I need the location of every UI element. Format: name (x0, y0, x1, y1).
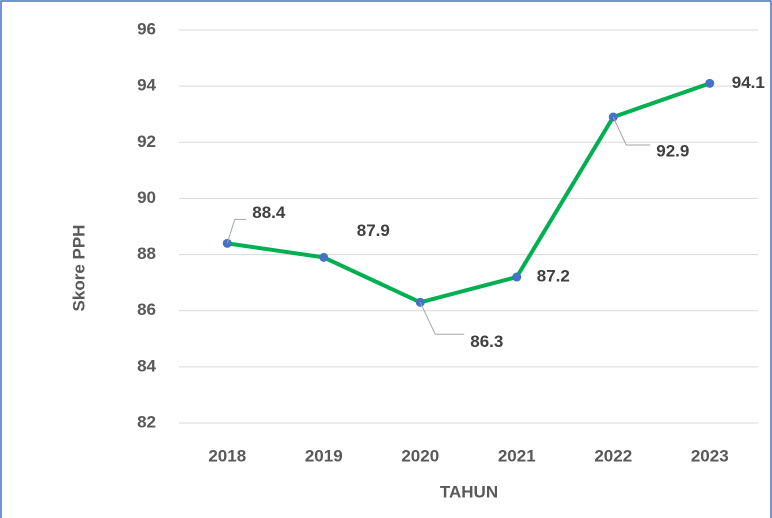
data-label: 92.9 (656, 142, 689, 161)
data-label: 88.4 (252, 203, 286, 222)
data-line (226, 81, 711, 305)
x-tick-label: 2023 (691, 446, 729, 465)
y-tick-label: 82 (137, 412, 156, 431)
data-label: 87.9 (357, 221, 390, 240)
y-tick-label: 88 (137, 244, 156, 263)
x-tick-label: 2018 (208, 446, 246, 465)
x-tick-label: 2020 (401, 446, 439, 465)
y-tick-label: 94 (137, 76, 156, 95)
y-tick-label: 84 (137, 356, 156, 375)
y-tick-label: 86 (137, 300, 156, 319)
y-tick-label: 96 (137, 19, 156, 38)
y-tick-label: 92 (137, 132, 156, 151)
y-tick-label: 90 (137, 188, 156, 207)
leader-line (419, 302, 465, 335)
x-tick-label: 2021 (498, 446, 536, 465)
data-point (705, 78, 715, 88)
data-point (319, 252, 329, 262)
data-point (512, 272, 522, 282)
y-axis-title: Skore PPH (69, 225, 88, 312)
data-label: 86.3 (470, 332, 503, 351)
x-tick-label: 2019 (305, 446, 343, 465)
leader-line (612, 116, 651, 146)
data-label: 87.2 (537, 267, 570, 286)
x-axis-title: TAHUN (440, 482, 498, 501)
data-label: 94.1 (732, 73, 765, 92)
leader-line (226, 218, 247, 244)
x-tick-label: 2022 (594, 446, 632, 465)
